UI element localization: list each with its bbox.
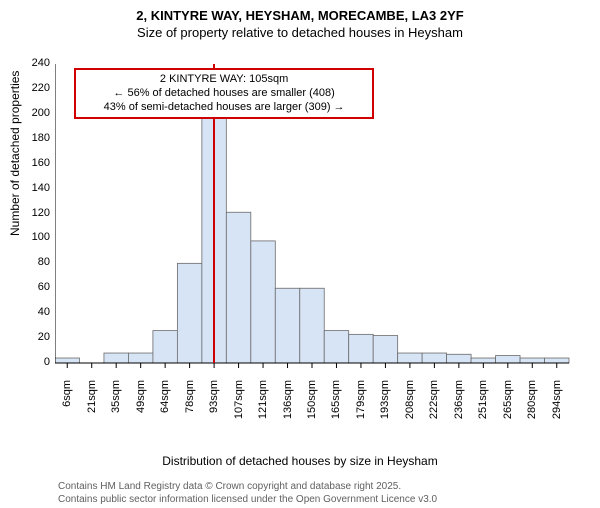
y-tick-label: 180 xyxy=(20,132,50,144)
x-tick-label: 222sqm xyxy=(428,380,440,440)
y-tick-label: 100 xyxy=(20,231,50,243)
annotation-line-1: 2 KINTYRE WAY: 105sqm xyxy=(84,73,364,87)
annotation-line-2: ← 56% of detached houses are smaller (40… xyxy=(84,87,364,101)
x-axis-label: Distribution of detached houses by size … xyxy=(0,454,600,468)
x-tick-label: 208sqm xyxy=(404,380,416,440)
x-tick-label: 265sqm xyxy=(502,380,514,440)
footer-line-1: Contains HM Land Registry data © Crown c… xyxy=(58,480,437,493)
plot-area: 2 KINTYRE WAY: 105sqm ← 56% of detached … xyxy=(55,58,575,413)
chart-container: 2, KINTYRE WAY, HEYSHAM, MORECAMBE, LA3 … xyxy=(0,8,600,508)
x-tick-label: 107sqm xyxy=(233,380,245,440)
annotation-line-3: 43% of semi-detached houses are larger (… xyxy=(84,101,364,115)
x-tick-label: 64sqm xyxy=(159,380,171,440)
x-tick-label: 251sqm xyxy=(477,380,489,440)
x-tick-label: 165sqm xyxy=(330,380,342,440)
x-tick-label: 236sqm xyxy=(453,380,465,440)
x-tick-label: 78sqm xyxy=(184,380,196,440)
footer: Contains HM Land Registry data © Crown c… xyxy=(58,480,437,506)
chart-title-1: 2, KINTYRE WAY, HEYSHAM, MORECAMBE, LA3 … xyxy=(0,8,600,23)
x-tick-label: 6sqm xyxy=(61,380,73,440)
annotation-box: 2 KINTYRE WAY: 105sqm ← 56% of detached … xyxy=(74,68,374,119)
y-tick-label: 40 xyxy=(20,306,50,318)
x-tick-label: 280sqm xyxy=(526,380,538,440)
x-tick-label: 193sqm xyxy=(379,380,391,440)
y-tick-label: 140 xyxy=(20,182,50,194)
y-tick-label: 80 xyxy=(20,256,50,268)
x-tick-label: 93sqm xyxy=(208,380,220,440)
y-tick-label: 60 xyxy=(20,281,50,293)
x-tick-label: 49sqm xyxy=(135,380,147,440)
x-tick-label: 136sqm xyxy=(282,380,294,440)
x-tick-label: 179sqm xyxy=(355,380,367,440)
y-tick-label: 120 xyxy=(20,207,50,219)
y-tick-label: 220 xyxy=(20,82,50,94)
y-tick-label: 200 xyxy=(20,107,50,119)
chart-title-2: Size of property relative to detached ho… xyxy=(0,25,600,40)
x-tick-label: 150sqm xyxy=(306,380,318,440)
x-tick-label: 35sqm xyxy=(110,380,122,440)
y-tick-label: 20 xyxy=(20,331,50,343)
y-tick-label: 240 xyxy=(20,57,50,69)
x-tick-label: 121sqm xyxy=(257,380,269,440)
x-tick-label: 21sqm xyxy=(86,380,98,440)
y-tick-label: 160 xyxy=(20,157,50,169)
x-tick-label: 294sqm xyxy=(551,380,563,440)
y-tick-label: 0 xyxy=(20,356,50,368)
